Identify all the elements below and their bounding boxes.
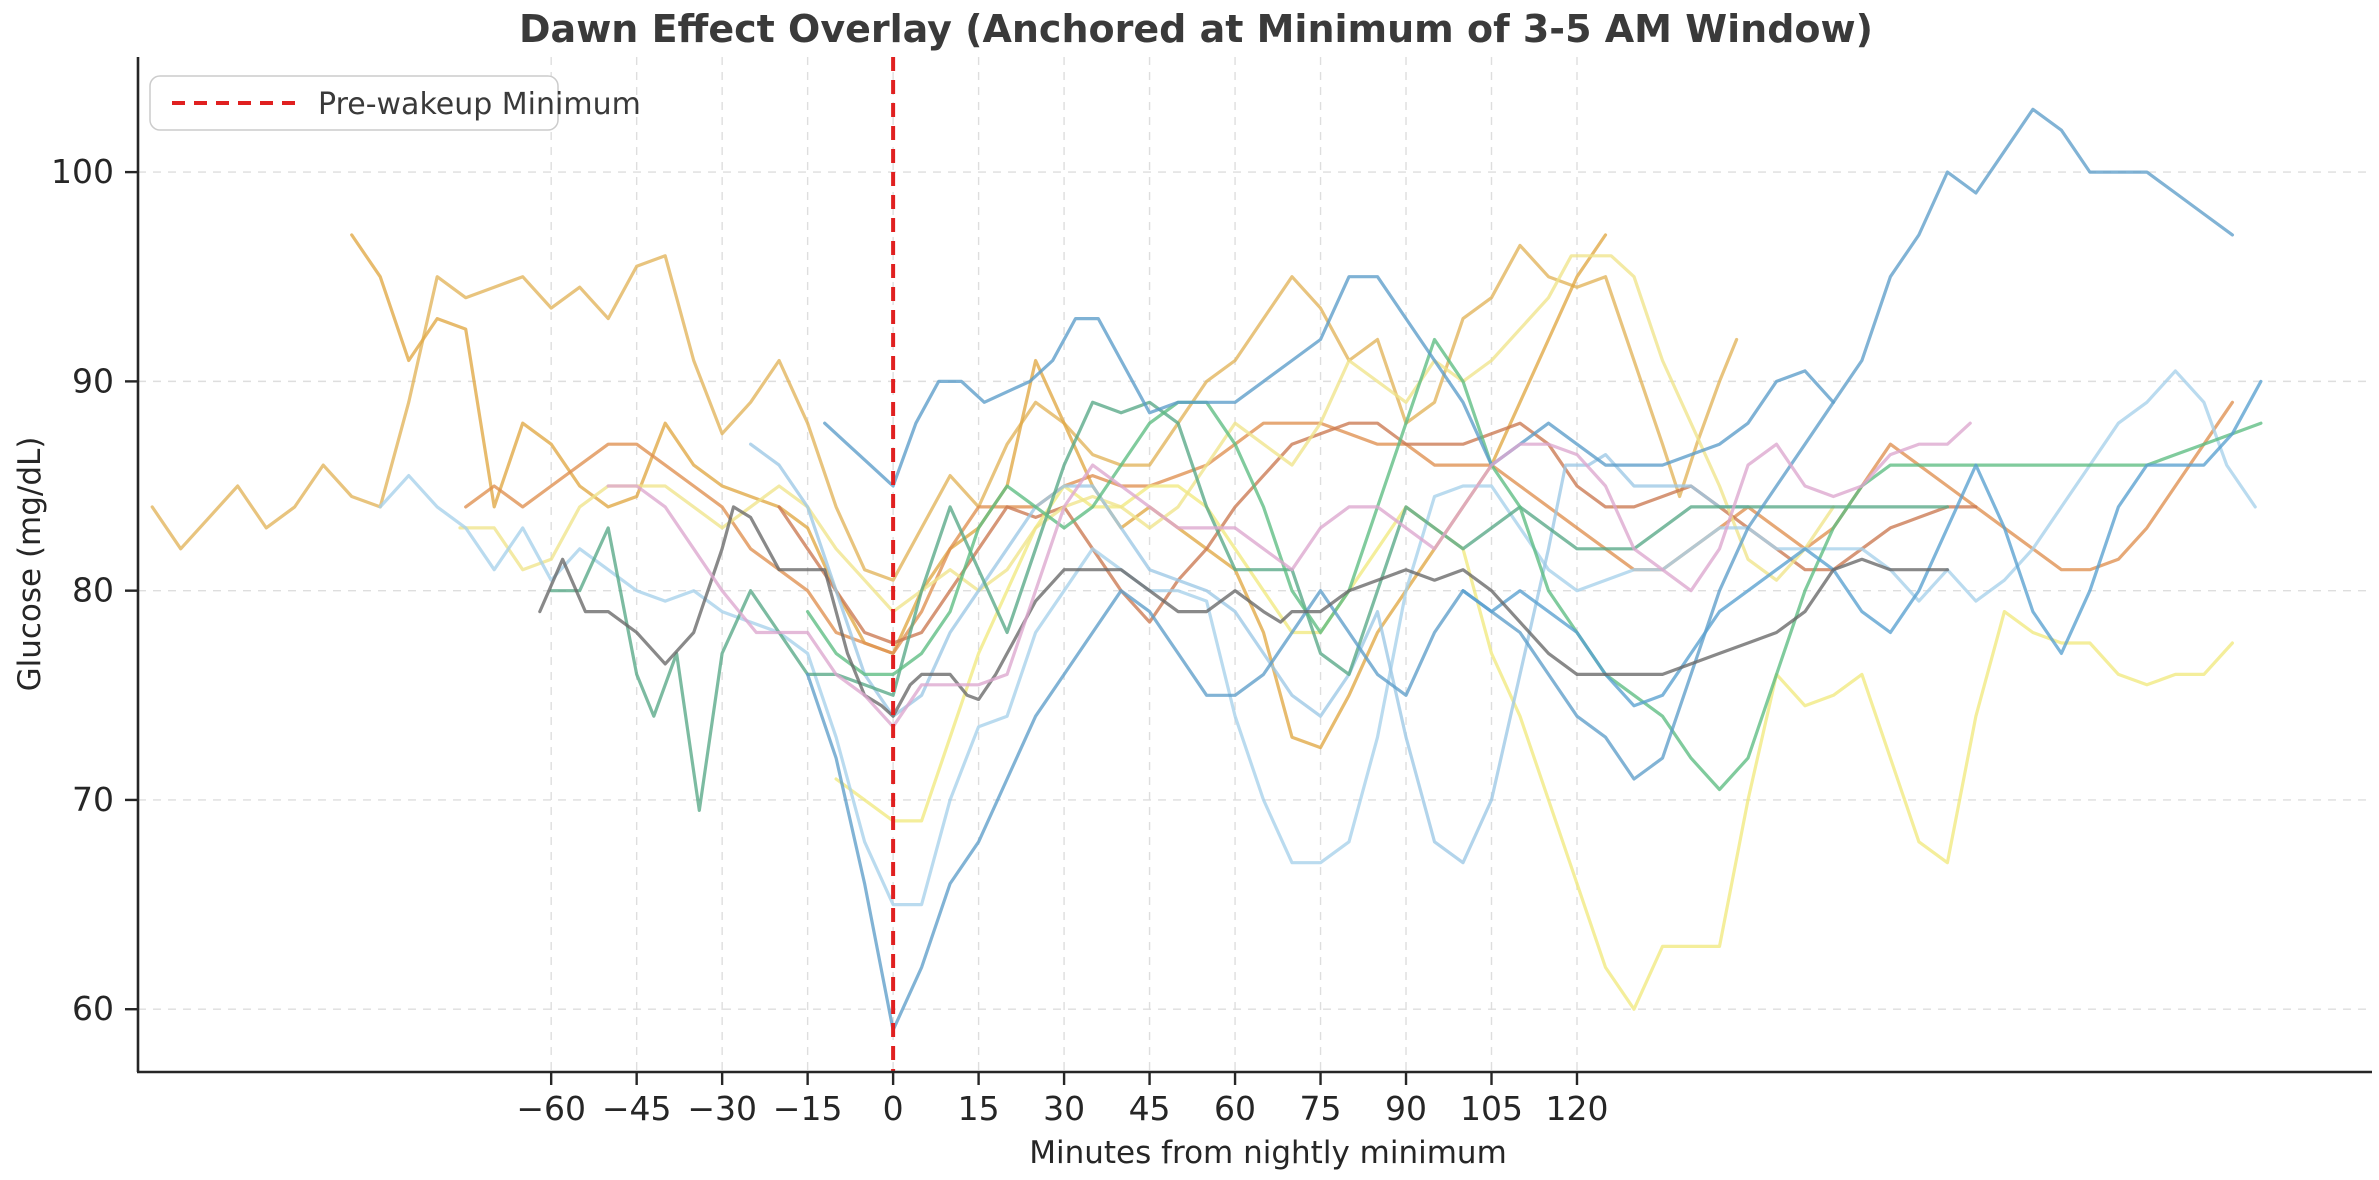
x-axis-label: Minutes from nightly minimum: [1029, 1135, 1507, 1171]
series-line-night-12: [823, 275, 1836, 488]
x-tick-label--60: −60: [516, 1089, 586, 1128]
series-line-night-03: [464, 400, 2234, 656]
legend-box: [149, 75, 559, 131]
x-tick-label-105: 105: [1460, 1089, 1523, 1128]
legend-label: Pre-wakeup Minimum: [318, 87, 641, 122]
x-tick-label--30: −30: [687, 1089, 757, 1128]
series-line-night-13: [1461, 379, 2263, 708]
x-tick-label--15: −15: [773, 1089, 843, 1128]
series-line-night-14: [538, 505, 1950, 718]
chart-title: Dawn Effect Overlay (Anchored at Minimum…: [519, 7, 1873, 51]
y-tick-labels: 60 70 80 90 100: [51, 152, 114, 1028]
x-tick-label-15: 15: [958, 1089, 1000, 1128]
horizontal-gridlines: [138, 171, 2372, 1010]
series-line-night-15: [606, 421, 1972, 729]
axis-spines: [136, 57, 2372, 1074]
series-line-night-05: [834, 484, 2234, 1011]
series-line-night-06: [458, 254, 1836, 614]
series-line-night-07: [378, 369, 2257, 907]
series-lines: [150, 107, 2263, 1032]
legend: Pre-wakeup Minimum: [149, 75, 641, 131]
series-line-night-01: [150, 243, 1739, 582]
series-line-night-10: [805, 337, 2263, 792]
x-tick-label-90: 90: [1385, 1089, 1427, 1128]
y-tick-label-70: 70: [72, 780, 114, 819]
y-tick-label-90: 90: [72, 361, 114, 400]
x-tick-label-75: 75: [1300, 1089, 1342, 1128]
series-line-night-09: [549, 400, 1950, 813]
x-tick-label--45: −45: [602, 1089, 672, 1128]
y-axis-label: Glucose (mg/dL): [12, 437, 48, 692]
x-tick-labels: −60 −45 −30 −15 0 15 30 45 60 75 90 105 120: [516, 1089, 1608, 1128]
y-tick-label-100: 100: [51, 152, 114, 191]
x-tick-label-0: 0: [883, 1089, 904, 1128]
x-tick-label-120: 120: [1545, 1089, 1608, 1128]
series-line-night-11: [805, 107, 2234, 1032]
y-tick-label-80: 80: [72, 571, 114, 610]
axis-ticks: [125, 170, 1579, 1085]
x-tick-label-45: 45: [1129, 1089, 1171, 1128]
x-tick-label-60: 60: [1214, 1089, 1256, 1128]
x-tick-label-30: 30: [1043, 1089, 1085, 1128]
y-tick-label-60: 60: [72, 989, 114, 1028]
